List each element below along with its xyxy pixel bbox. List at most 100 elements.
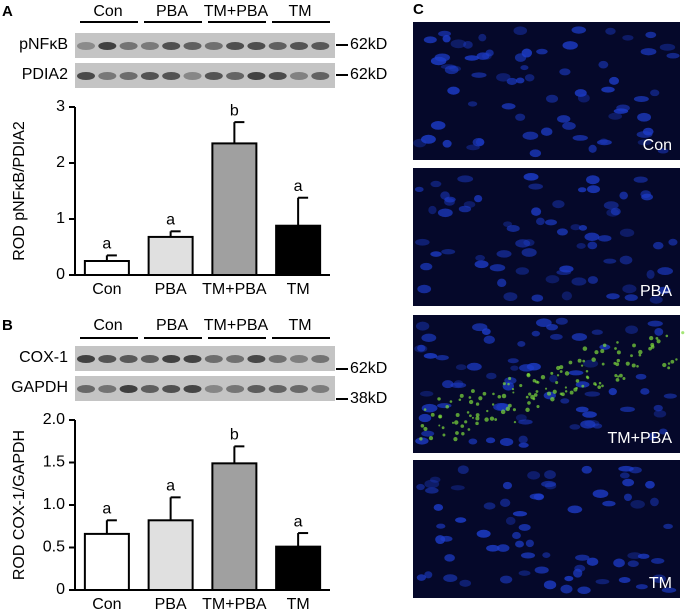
green-signal: [470, 389, 475, 393]
blot-band: [119, 385, 138, 393]
nucleus: [572, 134, 588, 141]
blot-band: [268, 72, 287, 80]
nucleus: [601, 86, 615, 93]
green-signal: [544, 387, 548, 390]
nucleus: [531, 294, 544, 302]
nucleus: [524, 74, 535, 82]
blot-band: [226, 355, 245, 363]
micrograph: TM: [413, 460, 680, 598]
x-tick-label: TM: [287, 596, 310, 613]
green-signal: [591, 357, 596, 362]
nucleus: [647, 320, 663, 327]
nucleus: [506, 224, 520, 232]
nucleus: [430, 56, 447, 66]
blot-band: [98, 42, 117, 50]
green-signal: [638, 349, 643, 355]
nucleus: [630, 499, 645, 509]
green-signal: [555, 380, 559, 385]
green-signal: [508, 376, 512, 381]
green-signal: [619, 373, 623, 378]
blot-band: [311, 72, 330, 80]
nucleus: [640, 388, 650, 395]
nucleus: [654, 327, 664, 336]
nucleus: [459, 579, 472, 587]
green-signal: [500, 409, 506, 415]
green-signal: [550, 397, 555, 402]
green-signal: [475, 402, 480, 406]
nucleus: [651, 557, 665, 564]
green-signal: [638, 353, 642, 357]
nucleus: [520, 552, 536, 559]
nucleus: [496, 250, 512, 258]
nucleus: [483, 502, 496, 510]
blot-band: [311, 385, 330, 393]
nucleus: [415, 437, 429, 445]
blot-band: [290, 385, 308, 393]
nucleus: [620, 406, 635, 413]
bar: [83, 260, 130, 276]
nucleus: [652, 241, 664, 250]
green-signal: [502, 382, 506, 386]
nucleus: [598, 60, 609, 69]
blot-band: [247, 72, 266, 80]
blot-row-label: GAPDH: [11, 379, 68, 396]
nucleus: [668, 238, 678, 246]
blot-band: [290, 72, 308, 80]
green-signal: [532, 378, 537, 383]
nucleus: [463, 40, 473, 49]
nucleus: [663, 523, 673, 530]
micrograph-bg: [413, 168, 680, 306]
nucleus: [496, 544, 510, 552]
x-tick-label: PBA: [155, 281, 187, 298]
nucleus: [574, 89, 587, 97]
nucleus: [645, 480, 655, 489]
bar: [147, 519, 194, 591]
nucleus: [425, 487, 439, 494]
nucleus: [424, 479, 440, 489]
nucleus: [633, 95, 649, 103]
blot-band: [183, 355, 202, 363]
green-signal: [600, 349, 605, 354]
blot-band: [162, 385, 181, 393]
green-signal: [492, 392, 495, 396]
green-signal: [616, 358, 621, 363]
bar: [147, 235, 194, 276]
nucleus: [506, 77, 518, 85]
y-tick-label: 3: [56, 98, 65, 115]
green-signal: [420, 424, 425, 428]
x-tick-label: TM+PBA: [202, 596, 267, 613]
nucleus: [577, 93, 590, 103]
green-signal: [458, 398, 462, 402]
nucleus: [619, 191, 628, 200]
nucleus: [416, 574, 426, 581]
nucleus: [481, 328, 491, 335]
nucleus: [561, 291, 573, 301]
nucleus: [623, 493, 632, 501]
group-label: TM: [288, 317, 311, 334]
significance-letter: b: [230, 102, 239, 119]
nucleus: [442, 34, 451, 43]
green-signal: [525, 395, 529, 399]
green-signal: [655, 336, 659, 340]
blot-band: [77, 385, 95, 393]
nucleus: [433, 504, 444, 511]
green-signal: [475, 421, 479, 426]
green-signal: [464, 420, 468, 424]
blot-band: [162, 355, 181, 363]
green-signal: [445, 405, 450, 409]
nucleus: [571, 26, 587, 34]
nucleus: [560, 584, 573, 594]
nucleus: [447, 86, 460, 95]
nucleus: [533, 493, 545, 501]
nucleus: [640, 48, 657, 56]
nucleus: [591, 329, 603, 335]
blot-band: [183, 385, 202, 393]
nucleus: [603, 201, 619, 210]
green-signal: [615, 378, 620, 382]
blot-band: [268, 355, 287, 363]
nucleus: [609, 76, 620, 85]
nucleus: [455, 364, 467, 371]
nucleus: [635, 373, 647, 380]
nucleus: [486, 544, 500, 552]
